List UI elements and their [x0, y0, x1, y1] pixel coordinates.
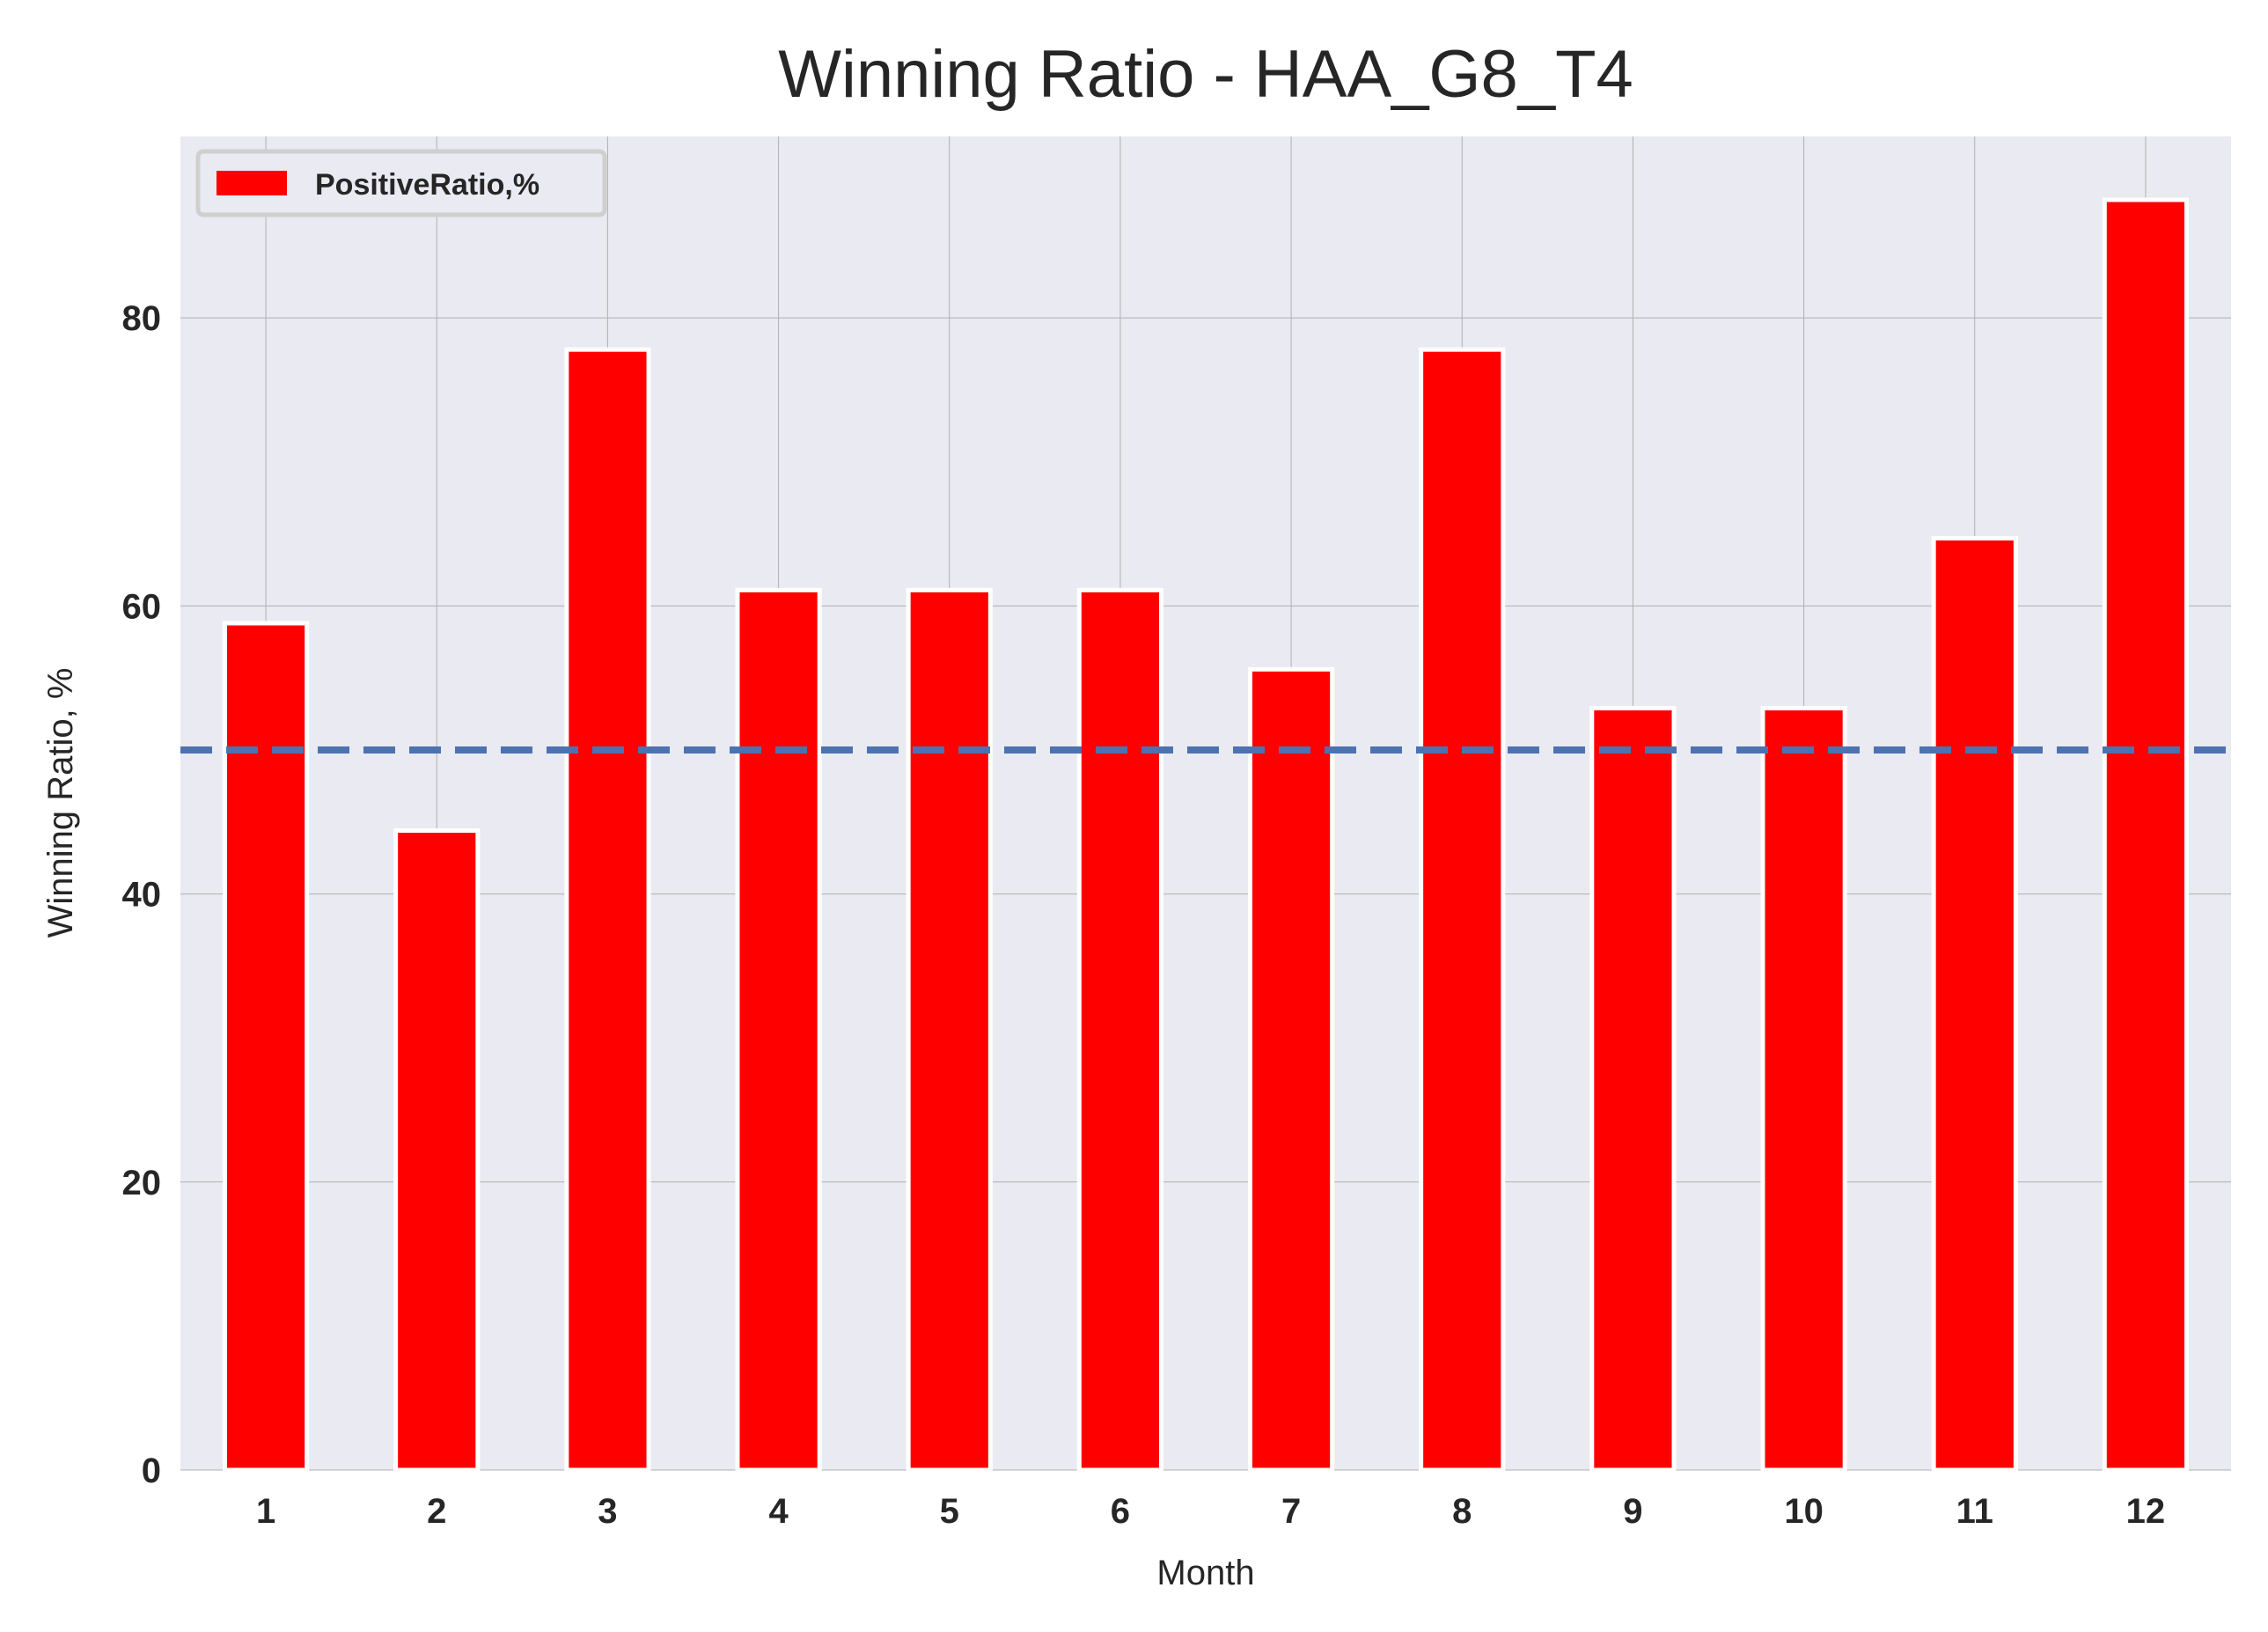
y-tick-label-40: 40 [122, 876, 162, 915]
y-tick-label-20: 20 [122, 1164, 162, 1202]
x-tick-label-1: 1 [256, 1492, 275, 1531]
y-tick-label-60: 60 [122, 587, 162, 626]
legend-box [195, 149, 607, 217]
x-tick-label-11: 11 [1956, 1492, 1993, 1531]
x-tick-labels: 1 2 3 4 5 6 7 8 9 10 11 12 [256, 1492, 2165, 1531]
legend-swatch [217, 171, 287, 195]
bar-month-6 [1076, 587, 1164, 1473]
y-tick-label-0: 0 [142, 1452, 161, 1490]
bars [222, 197, 2190, 1473]
legend-label: PositiveRatio,% [315, 168, 539, 202]
bar-month-4 [735, 587, 822, 1473]
chart-title: Winning Ratio - HAA_G8_T4 [778, 37, 1633, 112]
x-tick-label-10: 10 [1784, 1492, 1824, 1531]
x-tick-label-8: 8 [1452, 1492, 1472, 1531]
x-tick-label-4: 4 [768, 1492, 789, 1531]
x-tick-label-7: 7 [1281, 1492, 1301, 1531]
bar-month-3 [564, 347, 651, 1473]
x-tick-label-3: 3 [598, 1492, 617, 1531]
bar-month-2 [393, 828, 481, 1473]
x-tick-label-5: 5 [940, 1492, 959, 1531]
y-tick-labels: 0 20 40 60 80 [122, 299, 162, 1490]
plot-background [180, 136, 2231, 1470]
bar-month-11 [1931, 535, 2018, 1473]
x-axis-label: Month [1156, 1554, 1254, 1592]
legend: PositiveRatio,% [195, 149, 607, 217]
x-tick-label-6: 6 [1111, 1492, 1130, 1531]
y-tick-label-80: 80 [122, 299, 162, 338]
x-tick-label-9: 9 [1623, 1492, 1642, 1531]
bar-month-10 [1760, 706, 1847, 1473]
bar-month-9 [1589, 706, 1677, 1473]
bar-month-5 [906, 587, 993, 1473]
bar-month-7 [1247, 666, 1335, 1473]
x-tick-label-2: 2 [427, 1492, 446, 1531]
x-tick-label-12: 12 [2126, 1492, 2166, 1531]
bar-month-12 [2102, 197, 2190, 1473]
bar-month-1 [222, 621, 310, 1473]
bar-month-8 [1419, 347, 1506, 1473]
y-axis-label: Winning Ratio, % [41, 668, 80, 938]
